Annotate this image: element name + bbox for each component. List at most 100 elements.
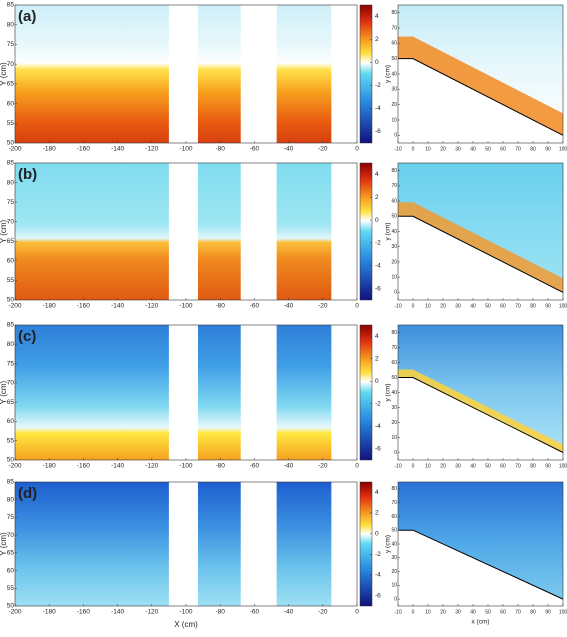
- x-tick-label: -160: [77, 609, 90, 616]
- y-tick-label: 60: [7, 567, 15, 574]
- x-tick-label: -20: [318, 609, 328, 616]
- inset-y-tick-label: 20: [391, 569, 397, 575]
- field-region: [276, 325, 332, 460]
- x-tick-label: -180: [43, 146, 56, 153]
- inset-y-tick-label: 80: [391, 330, 397, 336]
- inset-x-tick-label: 0: [412, 609, 415, 615]
- field-region: [276, 5, 332, 143]
- colorbar: [359, 4, 373, 144]
- field-region: [197, 163, 241, 300]
- inset-y-tick-label: 10: [391, 583, 397, 589]
- inset-y-tick-label: 10: [391, 274, 397, 280]
- inset-y-tick-label: 40: [391, 390, 397, 396]
- inset-y-tick-label: 50: [391, 214, 397, 220]
- y-tick-label: 50: [7, 140, 15, 147]
- inset-y-tick-label: 40: [391, 229, 397, 235]
- field-region: [276, 482, 332, 606]
- x-tick-label: -100: [179, 463, 192, 470]
- y-tick-label: 60: [7, 100, 15, 107]
- y-tick-label: 70: [7, 61, 15, 68]
- y-tick-label: 65: [7, 550, 15, 557]
- field-region: [15, 325, 169, 460]
- x-tick-label: -20: [318, 463, 328, 470]
- inset-x-tick-label: -10: [394, 609, 401, 615]
- inset-y-tick-label: 80: [391, 168, 397, 174]
- colorbar-tick-label: 2: [375, 355, 379, 362]
- x-tick-label: -20: [318, 146, 328, 153]
- colorbar-tick-label: -2: [375, 240, 381, 247]
- y-tick-label: 75: [7, 360, 15, 367]
- colorbar-tick-label: 4: [375, 13, 379, 20]
- x-tick-label: -160: [77, 463, 90, 470]
- y-tick-label: 65: [7, 399, 15, 406]
- inset-band: [398, 202, 563, 293]
- x-tick-label: -40: [284, 463, 294, 470]
- inset-x-tick-label: 40: [470, 463, 476, 469]
- colorbar-tick-label: -6: [375, 285, 381, 292]
- y-tick-label: 65: [7, 238, 15, 245]
- inset-x-tick-label: 50: [485, 303, 491, 309]
- y-tick-label: 85: [7, 322, 15, 329]
- colorbar-tick-label: -4: [375, 572, 381, 579]
- y-tick-label: 85: [7, 2, 15, 9]
- inset-x-tick-label: 30: [455, 463, 461, 469]
- x-tick-label: 0: [355, 609, 359, 616]
- y-tick-label: 55: [7, 437, 15, 444]
- inset-x-tick-label: 50: [485, 463, 491, 469]
- inset-y-tick-label: 50: [391, 56, 397, 62]
- x-tick-label: -60: [250, 463, 260, 470]
- inset-x-tick-label: 90: [545, 609, 551, 615]
- inset-x-tick-label: 40: [470, 303, 476, 309]
- inset-y-tick-label: 0: [394, 596, 397, 602]
- inset-y-tick-label: 20: [391, 259, 397, 265]
- inset-y-tick-label: 30: [391, 244, 397, 250]
- y-axis-label: Y (cm): [0, 380, 8, 404]
- x-tick-label: -140: [111, 463, 124, 470]
- inset-x-tick-label: 60: [500, 609, 506, 615]
- panel-label: (b): [18, 166, 37, 183]
- inset-x-tick-label: 100: [559, 146, 567, 152]
- inset-x-tick-label: 10: [425, 463, 431, 469]
- inset-x-tick-label: 60: [500, 303, 506, 309]
- inset-band: [398, 36, 563, 136]
- colorbar-tick-label: -4: [375, 262, 381, 269]
- inset-y-tick-label: 60: [391, 41, 397, 47]
- x-tick-label: -60: [250, 609, 260, 616]
- inset-x-tick-label: 80: [530, 609, 536, 615]
- y-tick-label: 55: [7, 585, 15, 592]
- field-region: [197, 5, 241, 143]
- colorbar-tick-label: -6: [375, 445, 381, 452]
- y-tick-label: 75: [7, 514, 15, 521]
- inset-y-tick-label: 30: [391, 405, 397, 411]
- inset-x-tick-label: 70: [515, 609, 521, 615]
- inset-x-tick-label: -10: [394, 303, 401, 309]
- colorbar-tick-label: 0: [375, 530, 379, 537]
- inset-y-tick-label: 80: [391, 10, 397, 16]
- x-tick-label: -120: [145, 303, 158, 310]
- x-tick-label: -120: [145, 146, 158, 153]
- x-tick-label: -140: [111, 146, 124, 153]
- inset-x-tick-label: 20: [440, 463, 446, 469]
- x-tick-label: 0: [355, 463, 359, 470]
- inset-y-tick-label: 60: [391, 360, 397, 366]
- colorbar-tick-label: 2: [375, 194, 379, 201]
- x-tick-label: -180: [43, 609, 56, 616]
- x-tick-label: -40: [284, 609, 294, 616]
- colorbar-tick-label: 4: [375, 489, 379, 496]
- y-tick-label: 80: [7, 496, 15, 503]
- x-tick-label: -40: [284, 146, 294, 153]
- inset-y-tick-label: 70: [391, 183, 397, 189]
- field-region: [197, 325, 241, 460]
- inset-y-tick-label: 50: [391, 528, 397, 534]
- colorbar-tick-label: 2: [375, 36, 379, 43]
- inset-x-tick-label: 0: [412, 303, 415, 309]
- x-tick-label: -100: [179, 303, 192, 310]
- y-tick-label: 70: [7, 532, 15, 539]
- panel-label: (d): [18, 485, 37, 502]
- x-tick-label: -160: [77, 303, 90, 310]
- inset-y-tick-label: 70: [391, 345, 397, 351]
- inset-y-tick-label: 10: [391, 117, 397, 123]
- y-tick-label: 65: [7, 81, 15, 88]
- inset-x-tick-label: 30: [455, 609, 461, 615]
- inset-x-tick-label: 70: [515, 146, 521, 152]
